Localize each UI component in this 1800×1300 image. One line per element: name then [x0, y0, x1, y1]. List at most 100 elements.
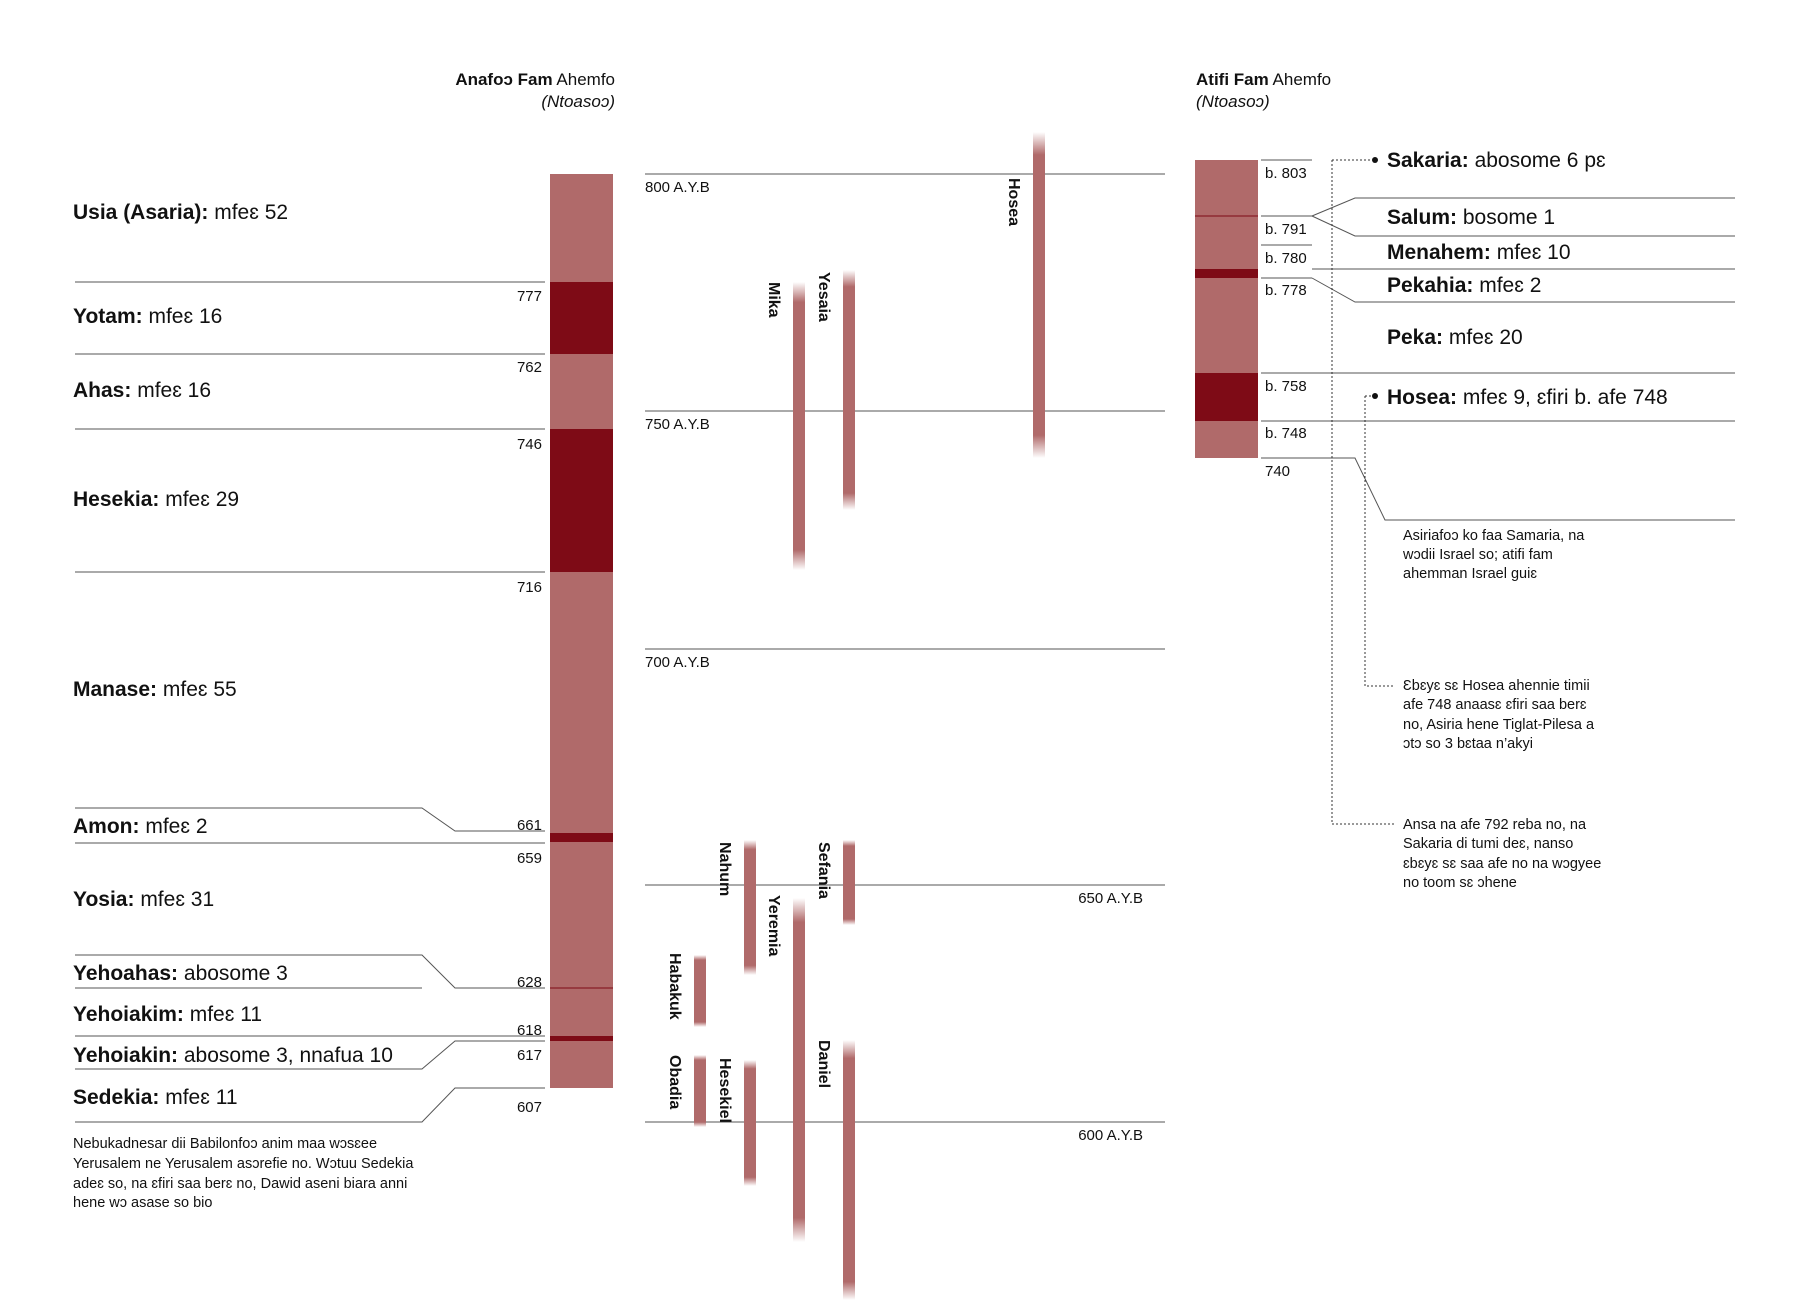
prophet-bar-nahum: [744, 840, 756, 975]
king-yehoiakin: Yehoiakin: abosome 3, nnafua 10: [73, 1044, 393, 1067]
svg-text:wɔdii Israel so; atifi fam: wɔdii Israel so; atifi fam: [1402, 547, 1553, 563]
svg-text:Sakaria di tumi deɛ, nanso: Sakaria di tumi deɛ, nanso: [1403, 836, 1573, 852]
king-sedekia: Sedekia: mfeɛ 11: [73, 1086, 238, 1109]
svg-text:adeɛ so, na ɛfiri saa berɛ no,: adeɛ so, na ɛfiri saa berɛ no, Dawid ase…: [73, 1176, 407, 1192]
prophet-bar-sefania: [843, 840, 855, 925]
year-661: 661: [517, 817, 542, 834]
year-b778: b. 778: [1265, 282, 1307, 299]
prophet-bar-daniel: [843, 1040, 855, 1300]
svg-text:no toom sɛ ɔhene: no toom sɛ ɔhene: [1403, 875, 1517, 891]
prophet-bar-mika: [793, 282, 805, 570]
south-reign-bar: [550, 174, 613, 1088]
king-hesekia: Hesekia: mfeɛ 29: [73, 488, 239, 511]
year-b803: b. 803: [1265, 165, 1307, 182]
reign-block-hesekia: [550, 429, 613, 572]
svg-text:ɔtɔ so 3 bɛtaa n’akyi: ɔtɔ so 3 bɛtaa n’akyi: [1403, 736, 1533, 752]
reign-block-hosea: [1195, 373, 1258, 421]
south-header-sub: (Ntoasoɔ): [541, 92, 615, 111]
reign-block-yotam: [550, 282, 613, 354]
svg-text:Yerusalem ne Yerusalem asɔrefi: Yerusalem ne Yerusalem asɔrefie no. Wɔtu…: [73, 1156, 414, 1172]
year-716: 716: [517, 579, 542, 596]
year-b791: b. 791: [1265, 221, 1307, 238]
prophet-bar-habakuk: [694, 955, 706, 1027]
north-notes: Asiriafoɔ ko faa Samaria, na wɔdii Israe…: [1402, 528, 1601, 891]
year-618: 618: [517, 1022, 542, 1039]
king-manase: Manase: mfeɛ 55: [73, 678, 237, 701]
south-separators: [75, 281, 545, 1123]
svg-text:Atifi Fam Ahemfo: Atifi Fam Ahemfo: [1196, 70, 1331, 89]
svg-text:Anafoɔ Fam Ahemfo: Anafoɔ Fam Ahemfo: [455, 70, 615, 89]
svg-text:afe 748 anaasɛ ɛfiri saa berɛ: afe 748 anaasɛ ɛfiri saa berɛ: [1403, 697, 1587, 713]
year-777: 777: [517, 288, 542, 305]
king-yosia: Yosia: mfeɛ 31: [73, 888, 214, 911]
prophet-nahum: Nahum: [716, 842, 733, 896]
north-callouts: [1331, 159, 1395, 825]
reign-block-amon: [550, 833, 613, 842]
king-pekahia: Pekahia: mfeɛ 2: [1387, 274, 1541, 297]
year-lines: [645, 173, 1165, 1123]
svg-text:Ɛbɛyɛ sɛ Hosea ahennie timii: Ɛbɛyɛ sɛ Hosea ahennie timii: [1403, 678, 1590, 694]
king-ahas: Ahas: mfeɛ 16: [73, 379, 211, 402]
prophet-yesaia: Yesaia: [815, 272, 832, 322]
north-kings: Sakaria: abosome 6 pɛ Salum: bosome 1 Me…: [1387, 149, 1668, 409]
south-header-rest: Ahemfo: [556, 70, 615, 89]
svg-text:Nebukadnesar dii Babilonfoɔ an: Nebukadnesar dii Babilonfoɔ anim maa wɔs…: [73, 1136, 377, 1152]
prophet-mika: Mika: [765, 282, 782, 318]
prophet-sefania: Sefania: [815, 842, 832, 899]
year-628: 628: [517, 974, 542, 991]
svg-text:Asiriafoɔ ko faa Samaria, na: Asiriafoɔ ko faa Samaria, na: [1403, 528, 1585, 544]
south-header: Anafoɔ Fam Ahemfo (Ntoasoɔ): [455, 70, 615, 111]
prophet-bar-obadia: [694, 1055, 706, 1127]
svg-text:no, Asiria hene Tiglat-Pilesa: no, Asiria hene Tiglat-Pilesa a: [1403, 717, 1595, 733]
north-header-sub: (Ntoasoɔ): [1196, 92, 1270, 111]
king-yotam: Yotam: mfeɛ 16: [73, 305, 222, 328]
svg-text:Ansa na afe 792 reba no, na: Ansa na afe 792 reba no, na: [1403, 817, 1587, 833]
year-762: 762: [517, 359, 542, 376]
year-607: 607: [517, 1099, 542, 1116]
reign-block-yehoiakin: [550, 1036, 613, 1041]
reign-block-pekahia: [1195, 269, 1258, 278]
king-peka: Peka: mfeɛ 20: [1387, 326, 1523, 349]
prophet-hesekiel: Hesekiel: [716, 1058, 733, 1123]
note-sakaria: Ansa na afe 792 reba no, na Sakaria di t…: [1403, 817, 1601, 891]
south-note: Nebukadnesar dii Babilonfoɔ anim maa wɔs…: [73, 1136, 414, 1211]
prophet-bars: [694, 132, 1045, 1300]
year-labels: 800 A.Y.B 750 A.Y.B 700 A.Y.B 650 A.Y.B …: [645, 179, 1143, 1144]
prophet-obadia: Obadia: [666, 1055, 683, 1109]
north-ticks: [1261, 159, 1312, 459]
year-label-700: 700 A.Y.B: [645, 654, 710, 671]
year-617: 617: [517, 1047, 542, 1064]
year-659: 659: [517, 850, 542, 867]
year-b780: b. 780: [1265, 250, 1307, 267]
prophet-bar-yeremia: [793, 898, 805, 1242]
year-label-600: 600 A.Y.B: [1078, 1127, 1143, 1144]
prophet-hosea: Hosea: [1005, 178, 1022, 226]
note-hosea: Ɛbɛyɛ sɛ Hosea ahennie timii afe 748 ana…: [1403, 678, 1595, 752]
north-reign-bar: [1195, 160, 1258, 458]
year-b758: b. 758: [1265, 378, 1307, 395]
svg-text:hene wɔ asase so bio: hene wɔ asase so bio: [73, 1195, 212, 1211]
prophet-yeremia: Yeremia: [765, 895, 782, 956]
note-samaria: Asiriafoɔ ko faa Samaria, na wɔdii Israe…: [1402, 528, 1585, 582]
prophet-daniel: Daniel: [815, 1040, 832, 1088]
year-label-650: 650 A.Y.B: [1078, 890, 1143, 907]
king-sakaria: Sakaria: abosome 6 pɛ: [1387, 149, 1606, 172]
prophet-bar-hosea: [1033, 132, 1045, 458]
year-746: 746: [517, 436, 542, 453]
callout-dot-hosea: [1372, 393, 1378, 399]
year-label-800: 800 A.Y.B: [645, 179, 710, 196]
south-kings: Usia (Asaria): mfeɛ 52 Yotam: mfeɛ 16 Ah…: [73, 201, 393, 1109]
king-menahem: Menahem: mfeɛ 10: [1387, 241, 1571, 264]
king-yehoiakim: Yehoiakim: mfeɛ 11: [73, 1003, 262, 1026]
south-years: 777 762 746 716 661 659 628 618 617 607: [517, 288, 542, 1116]
prophet-bar-hesekiel: [744, 1060, 756, 1186]
prophet-names: Hosea Mika Yesaia Nahum Sefania Yeremia …: [666, 178, 1022, 1123]
prophet-habakuk: Habakuk: [666, 953, 683, 1020]
king-salum: Salum: bosome 1: [1387, 206, 1555, 229]
king-hosea: Hosea: mfeɛ 9, ɛfiri b. afe 748: [1387, 386, 1668, 409]
north-header-rest: Ahemfo: [1273, 70, 1332, 89]
king-usia: Usia (Asaria): mfeɛ 52: [73, 201, 288, 224]
year-label-750: 750 A.Y.B: [645, 416, 710, 433]
king-yehoahas: Yehoahas: abosome 3: [73, 962, 288, 985]
